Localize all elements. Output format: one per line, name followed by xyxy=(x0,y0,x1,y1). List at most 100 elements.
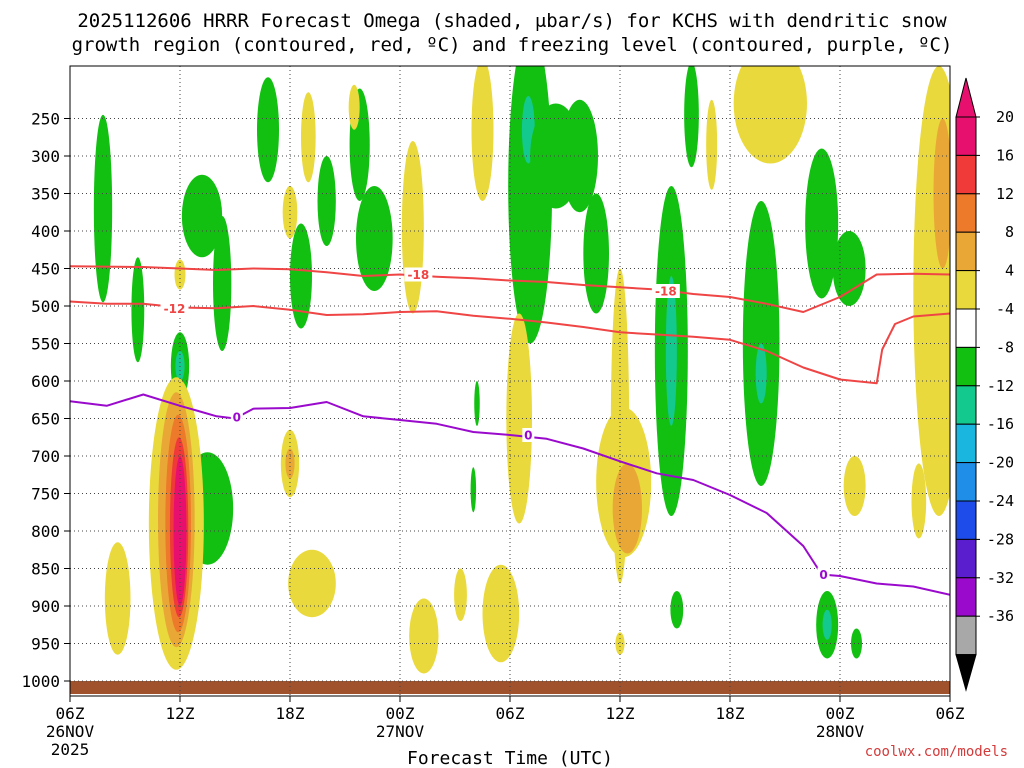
y-tick-label-13: 900 xyxy=(31,597,60,616)
omega-blob-25 xyxy=(612,463,642,554)
omega-blob-33 xyxy=(805,148,839,299)
colorbar-swatch-10 xyxy=(955,500,977,540)
omega-blob-15 xyxy=(401,141,424,314)
omega-blob-0 xyxy=(93,114,113,303)
y-tick-label-9: 700 xyxy=(31,447,60,466)
contour-lines xyxy=(70,265,950,596)
colorbar-tick-label-13: -36 xyxy=(987,607,1014,625)
contour-label-5: 0 xyxy=(819,568,827,582)
colorbar-swatch-12 xyxy=(955,577,977,617)
omega-blob-47 xyxy=(285,448,295,479)
omega-blob-41 xyxy=(911,463,927,539)
colorbar-swatch-8 xyxy=(955,423,977,464)
omega-blob-14 xyxy=(356,186,393,291)
omega-blob-29 xyxy=(665,276,677,426)
chart-title-line-1: 2025112606 HRRR Forecast Omega (shaded, … xyxy=(77,10,947,32)
omega-shading xyxy=(93,66,950,674)
colorbar-tick-label-3: 8 xyxy=(1005,223,1014,241)
contour-label-4: 0 xyxy=(524,429,532,443)
colorbar-swatch-1 xyxy=(955,154,977,195)
x-tick-year-0: 2025 xyxy=(51,740,90,759)
colorbar-tick-label-11: -28 xyxy=(987,530,1014,548)
y-tick-label-2: 350 xyxy=(31,185,60,204)
omega-blob-38 xyxy=(843,456,866,516)
contour-label-bg-3 xyxy=(230,410,243,424)
omega-blob-16 xyxy=(471,66,494,201)
y-tick-label-8: 650 xyxy=(31,410,60,429)
y-tick-label-15: 1000 xyxy=(21,672,60,691)
colorbar-tick-label-10: -24 xyxy=(987,492,1014,510)
y-tick-label-11: 800 xyxy=(31,522,60,541)
y-axis: 250 300 350 400 450 500 550 600 650 700 750 800 850 9… xyxy=(21,110,70,691)
omega-blob-1 xyxy=(131,257,145,363)
colorbar-swatch-0 xyxy=(955,116,977,156)
contour-0-line-2 xyxy=(70,393,950,596)
omega-blob-10 xyxy=(301,92,316,183)
omega-blob-30 xyxy=(742,201,780,486)
colorbar-tick-label-9: -20 xyxy=(987,454,1014,472)
colorbar-tick-label-4: 4 xyxy=(1005,262,1014,280)
omega-blob-20 xyxy=(583,193,610,314)
omega-blob-26 xyxy=(684,66,699,168)
contour-label-bg-4 xyxy=(522,428,535,442)
contour-label-2: -12 xyxy=(164,302,186,316)
omega-blob-32 xyxy=(733,66,807,164)
colorbar-tick-label-2: 12 xyxy=(996,185,1014,203)
x-axis-label: Forecast Time (UTC) xyxy=(407,748,613,768)
omega-blob-11 xyxy=(317,156,336,246)
omega-blob-48 xyxy=(104,542,131,655)
x-tick-label-1: 12Z xyxy=(166,704,195,723)
contour-label-bg-2 xyxy=(160,301,189,316)
colorbar-tick-label-6: -8 xyxy=(996,338,1014,356)
x-tick-date-7: 28NOV xyxy=(816,722,865,741)
colorbar-swatch-9 xyxy=(955,462,977,502)
colorbar-swatch-6 xyxy=(955,346,977,387)
colorbar-tick-label-0: 20 xyxy=(996,108,1014,126)
omega-blob-37 xyxy=(851,628,862,659)
y-tick-label-10: 750 xyxy=(31,485,60,504)
omega-blob-42 xyxy=(670,591,684,629)
omega-blob-5 xyxy=(181,174,223,258)
colorbar-swatch-5 xyxy=(955,308,977,348)
omega-blob-21 xyxy=(561,99,599,213)
x-tick-label-5: 12Z xyxy=(606,704,635,723)
contour-minus12-line-1 xyxy=(70,300,950,385)
x-tick-label-2: 18Z xyxy=(276,704,305,723)
y-tick-label-14: 950 xyxy=(31,635,60,654)
omega-blob-36 xyxy=(822,609,832,640)
omega-blob-27 xyxy=(706,99,718,190)
omega-blob-34 xyxy=(832,231,866,306)
colorbar-tick-label-1: 16 xyxy=(996,146,1014,164)
plot-area: -18 -18 -12 0 0 0 xyxy=(69,65,951,697)
colorbar-swatch-4 xyxy=(955,270,977,310)
omega-blob-9 xyxy=(282,186,298,239)
omega-blob-31 xyxy=(755,343,767,404)
x-tick-label-4: 06Z xyxy=(496,704,525,723)
x-tick-date-3: 27NOV xyxy=(376,722,425,741)
credit-text: coolwx.com/models xyxy=(865,744,1008,760)
omega-blob-40 xyxy=(933,118,950,269)
y-tick-label-6: 550 xyxy=(31,335,60,354)
contour-label-0: -18 xyxy=(407,268,429,282)
x-tick-label-6: 18Z xyxy=(716,704,745,723)
colorbar-bottom-arrow xyxy=(955,654,977,692)
x-tick-date-0: 26NOV xyxy=(46,722,95,741)
y-tick-label-12: 850 xyxy=(31,560,60,579)
colorbar-swatch-11 xyxy=(955,538,977,579)
x-tick-label-3: 00Z xyxy=(386,704,415,723)
contour-minus18-line-0 xyxy=(70,265,950,313)
colorbar-swatch-3 xyxy=(955,231,977,272)
y-tick-label-3: 400 xyxy=(31,222,60,241)
omega-blob-6 xyxy=(213,216,232,351)
omega-blob-54 xyxy=(409,598,439,674)
y-tick-label-1: 300 xyxy=(31,147,60,166)
x-tick-label-0: 06Z xyxy=(56,704,85,723)
omega-blob-58 xyxy=(615,632,625,655)
omega-blob-44 xyxy=(470,467,477,513)
omega-blob-45 xyxy=(288,549,336,618)
omega-blob-56 xyxy=(482,564,520,663)
omega-blob-22 xyxy=(506,313,532,524)
contour-label-3: 0 xyxy=(233,411,241,425)
